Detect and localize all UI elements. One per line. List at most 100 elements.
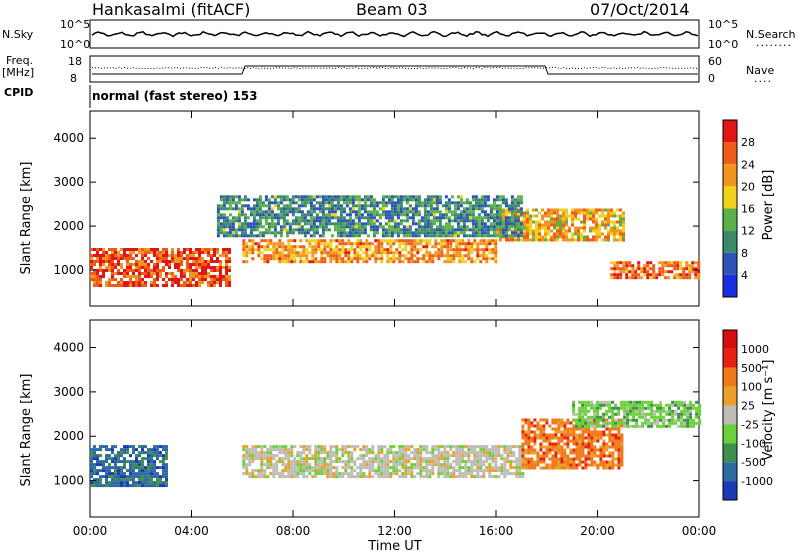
heatmap-cell	[96, 457, 99, 461]
heatmap-cell	[470, 242, 474, 246]
heatmap-cell	[266, 254, 270, 258]
heatmap-cell	[599, 433, 603, 437]
heatmap-cell	[329, 463, 333, 467]
heatmap-cell	[411, 231, 415, 235]
heatmap-cell	[554, 430, 558, 434]
heatmap-cell	[491, 457, 495, 461]
heatmap-cell	[608, 439, 612, 443]
heatmap-cell	[580, 211, 583, 215]
heatmap-cell	[563, 427, 567, 431]
heatmap-cell	[419, 239, 423, 243]
heatmap-cell	[389, 472, 393, 476]
heatmap-cell	[171, 257, 174, 260]
heatmap-cell	[560, 430, 564, 434]
heatmap-cell	[569, 433, 573, 437]
heatmap-cell	[210, 269, 213, 272]
heatmap-cell	[207, 275, 210, 278]
heatmap-cell	[144, 251, 147, 254]
heatmap-cell	[407, 454, 411, 458]
heatmap-cell	[243, 231, 247, 235]
heatmap-cell	[383, 457, 387, 461]
heatmap-cell	[390, 219, 394, 223]
heatmap-cell	[516, 195, 520, 199]
heatmap-cell	[491, 248, 495, 252]
heatmap-cell	[608, 415, 612, 419]
heatmap-cell	[599, 430, 603, 434]
heatmap-cell	[347, 257, 351, 261]
colorbar-tick-label: -100	[741, 437, 766, 450]
heatmap-cell	[339, 204, 343, 208]
heatmap-cell	[126, 266, 129, 269]
heatmap-cell	[378, 207, 382, 211]
heatmap-cell	[228, 260, 231, 263]
heatmap-cell	[147, 269, 150, 272]
heatmap-cell	[90, 278, 93, 281]
heatmap-cell	[311, 454, 315, 458]
heatmap-cell	[297, 228, 301, 232]
heatmap-cell	[664, 261, 668, 265]
heatmap-cell	[419, 460, 423, 464]
heatmap-cell	[348, 198, 352, 202]
heatmap-cell	[437, 445, 441, 449]
heatmap-cell	[399, 231, 403, 235]
heatmap-cell	[228, 228, 232, 232]
heatmap-cell	[263, 463, 267, 467]
heatmap-cell	[503, 445, 507, 449]
heatmap-cell	[90, 448, 93, 452]
heatmap-cell	[359, 475, 363, 479]
heatmap-cell	[479, 475, 483, 479]
heatmap-cell	[299, 469, 303, 473]
heatmap-cell	[404, 457, 408, 461]
heatmap-cell	[114, 454, 117, 458]
heatmap-cell	[216, 260, 219, 263]
heatmap-cell	[345, 231, 349, 235]
heatmap-cell	[312, 219, 316, 223]
heatmap-cell	[204, 251, 207, 254]
heatmap-cell	[628, 264, 632, 268]
heatmap-cell	[135, 460, 138, 464]
heatmap-cell	[452, 251, 456, 255]
heatmap-cell	[482, 463, 486, 467]
heatmap-cell	[401, 454, 405, 458]
heatmap-cell	[638, 424, 642, 428]
heatmap-cell	[516, 222, 520, 226]
heatmap-cell	[560, 460, 564, 464]
heatmap-cell	[359, 472, 363, 476]
heatmap-cell	[474, 222, 478, 226]
heatmap-cell	[129, 269, 132, 272]
heatmap-cell	[114, 457, 117, 461]
heatmap-cell	[111, 260, 114, 263]
heatmap-cell	[156, 466, 159, 470]
heatmap-cell	[536, 427, 540, 431]
heatmap-cell	[362, 463, 366, 467]
heatmap-cell	[378, 216, 382, 220]
heatmap-cell	[242, 463, 246, 467]
heatmap-cell	[338, 251, 342, 255]
heatmap-cell	[416, 448, 420, 452]
heatmap-cell	[332, 472, 336, 476]
heatmap-cell	[380, 239, 384, 243]
heatmap-cell	[605, 412, 609, 416]
heatmap-cell	[246, 222, 250, 226]
heatmap-cell	[96, 260, 99, 263]
heatmap-cell	[542, 445, 546, 449]
heatmap-cell	[363, 195, 367, 199]
heatmap-cell	[626, 421, 630, 425]
heatmap-cell	[293, 475, 297, 479]
colorbar-segment	[723, 424, 737, 444]
heatmap-cell	[542, 436, 546, 440]
heatmap-cell	[357, 228, 361, 232]
heatmap-cell	[261, 213, 265, 217]
heatmap-cell	[309, 207, 313, 211]
heatmap-cell	[371, 251, 375, 255]
heatmap-cell	[477, 231, 481, 235]
heatmap-cell	[276, 216, 280, 220]
heatmap-cell	[327, 198, 331, 202]
heatmap-cell	[428, 457, 432, 461]
heatmap-cell	[306, 219, 310, 223]
heatmap-cell	[446, 239, 450, 243]
heatmap-cell	[180, 263, 183, 266]
heatmap-cell	[383, 460, 387, 464]
heatmap-cell	[450, 201, 454, 205]
heatmap-cell	[288, 201, 292, 205]
